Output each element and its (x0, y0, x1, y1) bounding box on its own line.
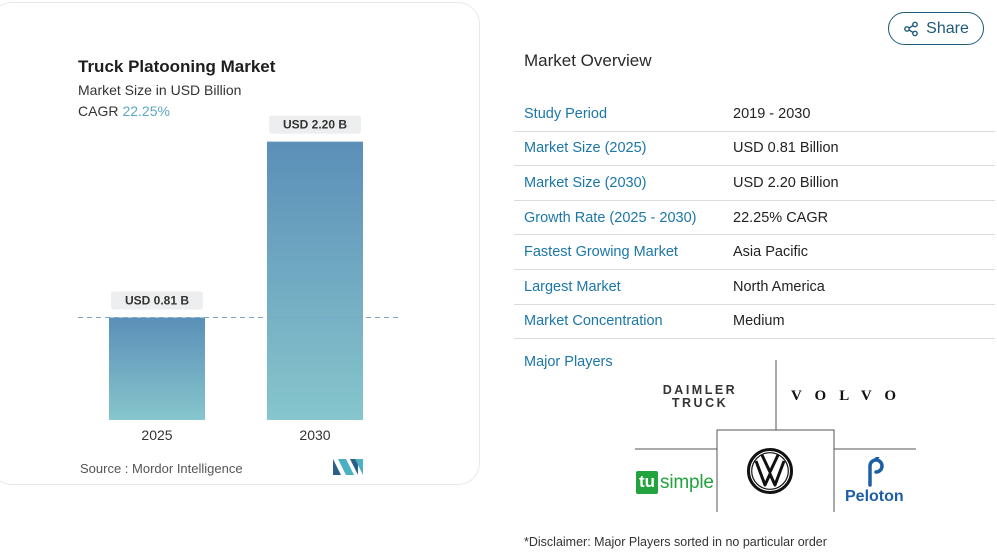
table-row: Growth Rate (2025 - 2030) 22.25% CAGR (514, 201, 995, 236)
data-label: USD 2.20 B (283, 118, 347, 132)
data-label: USD 0.81 B (125, 294, 189, 308)
bar-chart: USD 0.81 B 2025 USD 2.20 B 2030 (78, 115, 398, 443)
source-text: Source : Mordor Intelligence (80, 461, 243, 476)
row-label[interactable]: Market Concentration (524, 313, 663, 330)
overview-title: Market Overview (524, 51, 652, 70)
row-value: Medium (733, 313, 785, 330)
share-icon (904, 21, 919, 36)
table-row: Fastest Growing Market Asia Pacific (514, 235, 995, 270)
chart-cagr: CAGR 22.25% (78, 103, 170, 119)
disclaimer-text: *Disclaimer: Major Players sorted in no … (524, 535, 827, 549)
daimler-line2: TRUCK (671, 396, 729, 410)
cagr-label: CAGR (78, 103, 119, 119)
major-players-title[interactable]: Major Players (524, 354, 613, 370)
table-row: Market Concentration Medium (514, 305, 995, 340)
chart-card (0, 2, 480, 485)
table-row: Market Size (2030) USD 2.20 Billion (514, 166, 995, 201)
share-label: Share (926, 19, 969, 37)
bar-2030 (267, 141, 363, 420)
tusimple-tu: tu (636, 471, 659, 494)
overview-table: Study Period 2019 - 2030 Market Size (20… (514, 97, 995, 340)
row-value: USD 0.81 Billion (733, 140, 839, 157)
table-row: Largest Market North America (514, 270, 995, 305)
daimler-truck-logo: DAIMLER TRUCK (660, 384, 740, 410)
category-label: 2025 (141, 427, 172, 443)
row-value: North America (733, 278, 825, 295)
volkswagen-logo-icon (747, 448, 793, 494)
bar-2025 (109, 317, 205, 420)
row-value: USD 2.20 Billion (733, 174, 839, 191)
row-value: 2019 - 2030 (733, 105, 811, 122)
row-label[interactable]: Market Size (2030) (524, 174, 647, 191)
peloton-logo: Peloton (845, 488, 904, 505)
table-row: Market Size (2025) USD 0.81 Billion (514, 132, 995, 167)
chart-title: Truck Platooning Market (78, 57, 276, 76)
tusimple-logo: tu simple (636, 471, 714, 494)
row-label[interactable]: Study Period (524, 105, 608, 122)
row-label[interactable]: Market Size (2025) (524, 140, 647, 157)
table-row: Study Period 2019 - 2030 (514, 97, 995, 132)
row-value: 22.25% CAGR (733, 209, 829, 226)
row-label[interactable]: Growth Rate (2025 - 2030) (524, 209, 697, 226)
category-label: 2030 (299, 427, 330, 443)
row-label[interactable]: Largest Market (524, 278, 621, 295)
mordor-logo-icon (333, 459, 363, 475)
share-button[interactable]: Share (888, 12, 984, 45)
cagr-value: 22.25% (122, 103, 170, 119)
row-label[interactable]: Fastest Growing Market (524, 244, 678, 261)
volvo-logo: VOLVO (791, 388, 910, 404)
peloton-mark-icon (868, 457, 884, 487)
data-label-bg (111, 291, 203, 310)
data-label-bg (269, 115, 361, 134)
tusimple-simple: simple (660, 471, 714, 493)
daimler-line1: DAIMLER (662, 383, 738, 397)
chart-subtitle: Market Size in USD Billion (78, 82, 242, 98)
row-value: Asia Pacific (733, 244, 808, 261)
